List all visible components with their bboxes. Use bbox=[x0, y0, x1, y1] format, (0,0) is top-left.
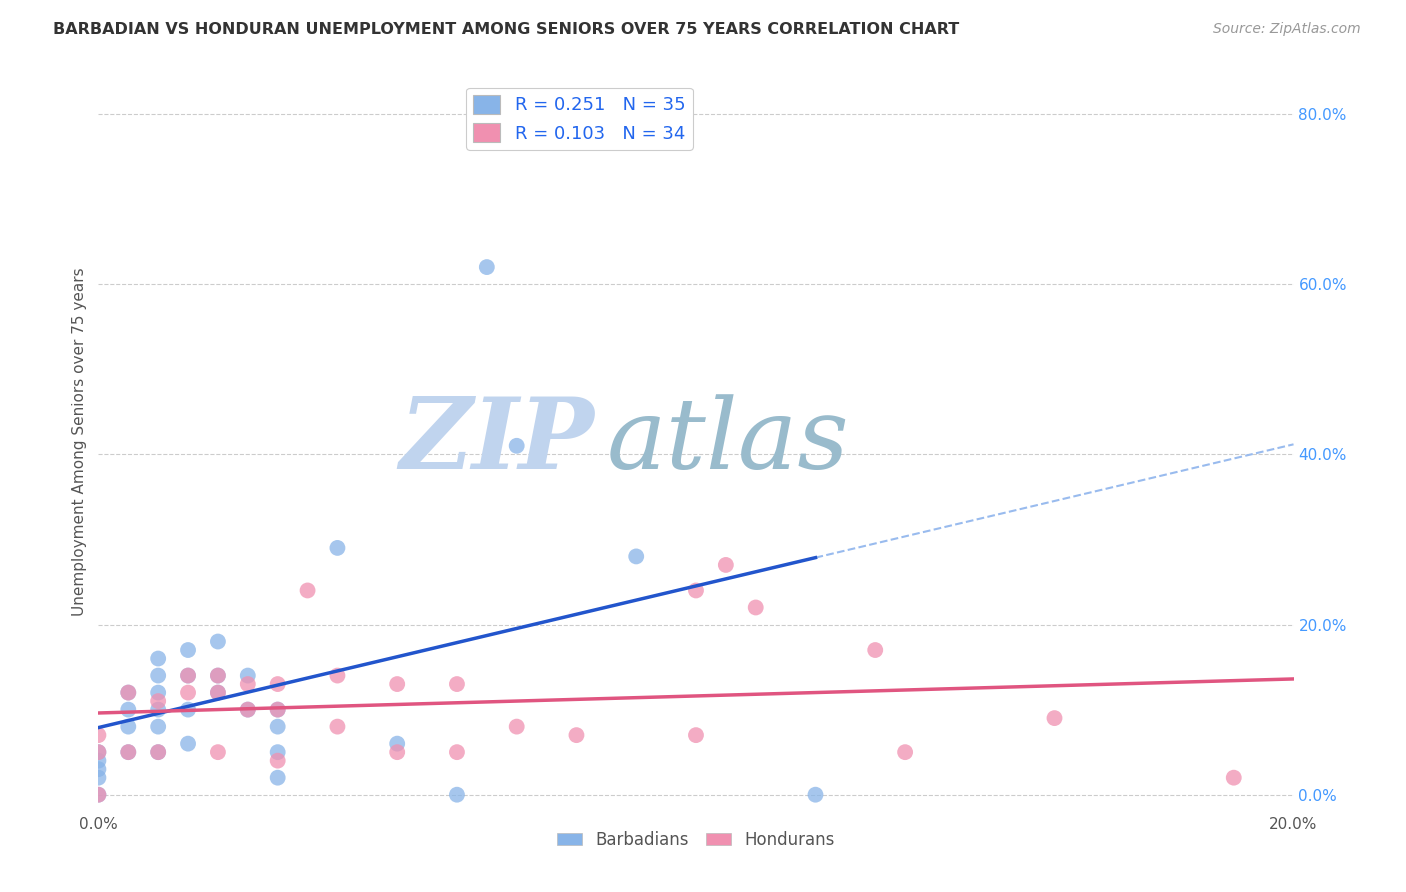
Point bbox=[267, 720, 290, 734]
Point bbox=[297, 583, 319, 598]
Point bbox=[446, 745, 468, 759]
Y-axis label: Unemployment Among Seniors over 75 years: Unemployment Among Seniors over 75 years bbox=[72, 268, 87, 615]
Point bbox=[804, 788, 827, 802]
Point bbox=[236, 668, 259, 682]
Point bbox=[177, 668, 200, 682]
Text: BARBADIAN VS HONDURAN UNEMPLOYMENT AMONG SENIORS OVER 75 YEARS CORRELATION CHART: BARBADIAN VS HONDURAN UNEMPLOYMENT AMONG… bbox=[53, 22, 960, 37]
Point bbox=[475, 260, 498, 274]
Point bbox=[148, 668, 170, 682]
Point bbox=[565, 728, 588, 742]
Point bbox=[117, 685, 139, 699]
Point bbox=[87, 788, 110, 802]
Point bbox=[745, 600, 768, 615]
Text: atlas: atlas bbox=[606, 394, 849, 489]
Point bbox=[117, 745, 139, 759]
Point bbox=[87, 788, 110, 802]
Point bbox=[714, 558, 737, 572]
Point bbox=[236, 703, 259, 717]
Point bbox=[117, 685, 139, 699]
Point bbox=[87, 745, 110, 759]
Point bbox=[148, 694, 170, 708]
Point bbox=[87, 771, 110, 785]
Point bbox=[1223, 771, 1246, 785]
Point bbox=[177, 737, 200, 751]
Point bbox=[148, 745, 170, 759]
Point bbox=[207, 668, 229, 682]
Point bbox=[148, 720, 170, 734]
Point bbox=[385, 745, 409, 759]
Point bbox=[267, 745, 290, 759]
Point bbox=[267, 703, 290, 717]
Text: Source: ZipAtlas.com: Source: ZipAtlas.com bbox=[1213, 22, 1361, 37]
Point bbox=[506, 720, 529, 734]
Point bbox=[207, 685, 229, 699]
Point bbox=[236, 703, 259, 717]
Point bbox=[148, 685, 170, 699]
Point bbox=[117, 703, 139, 717]
Point bbox=[207, 745, 229, 759]
Point bbox=[267, 771, 290, 785]
Point bbox=[87, 754, 110, 768]
Point bbox=[207, 668, 229, 682]
Point bbox=[626, 549, 648, 564]
Point bbox=[87, 762, 110, 776]
Point bbox=[177, 685, 200, 699]
Point bbox=[236, 677, 259, 691]
Point bbox=[267, 703, 290, 717]
Point bbox=[446, 677, 468, 691]
Point bbox=[894, 745, 917, 759]
Point bbox=[865, 643, 887, 657]
Point bbox=[326, 720, 349, 734]
Point bbox=[385, 737, 409, 751]
Point bbox=[207, 634, 229, 648]
Point bbox=[207, 685, 229, 699]
Legend: Barbadians, Hondurans: Barbadians, Hondurans bbox=[551, 824, 841, 855]
Point bbox=[148, 745, 170, 759]
Point bbox=[148, 703, 170, 717]
Point bbox=[685, 728, 707, 742]
Point bbox=[1043, 711, 1066, 725]
Point bbox=[177, 668, 200, 682]
Point bbox=[267, 677, 290, 691]
Text: ZIP: ZIP bbox=[399, 393, 595, 490]
Point bbox=[87, 728, 110, 742]
Point bbox=[177, 703, 200, 717]
Point bbox=[177, 643, 200, 657]
Point bbox=[148, 651, 170, 665]
Point bbox=[87, 745, 110, 759]
Point bbox=[117, 745, 139, 759]
Point bbox=[326, 668, 349, 682]
Point bbox=[446, 788, 468, 802]
Point bbox=[685, 583, 707, 598]
Point bbox=[326, 541, 349, 555]
Point bbox=[117, 720, 139, 734]
Point bbox=[385, 677, 409, 691]
Point bbox=[267, 754, 290, 768]
Point bbox=[506, 439, 529, 453]
